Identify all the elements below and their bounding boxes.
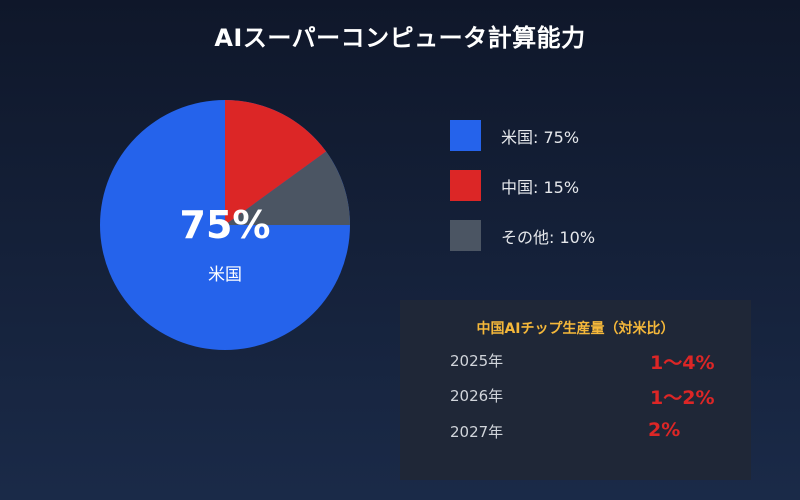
panel-row: 2027年 2%	[450, 419, 750, 443]
legend-swatch-other	[450, 220, 481, 251]
panel-year: 2025年	[450, 352, 504, 370]
legend-label: 米国: 75%	[501, 127, 580, 147]
panel-value: 1〜4%	[650, 352, 715, 374]
panel-value: 2%	[648, 419, 681, 441]
chip-production-panel: 中国AIチップ生産量（対米比） 2025年 1〜4% 2026年 1〜2% 20…	[400, 300, 751, 480]
panel-title: 中国AIチップ生産量（対米比）	[476, 321, 675, 337]
panel-value: 1〜2%	[650, 387, 715, 409]
pie-svg	[100, 100, 350, 350]
pie-slice-other	[225, 151, 350, 225]
chart-title: AIスーパーコンピュータ計算能力	[214, 24, 586, 52]
pie-slice-china	[225, 100, 327, 225]
legend-label: 中国: 15%	[501, 177, 580, 197]
pie-center-value: 75%	[179, 203, 271, 247]
pie-chart: 75% 米国	[100, 100, 350, 350]
legend-item-us: 米国: 75%	[450, 120, 595, 151]
panel-row: 2025年 1〜4%	[450, 348, 750, 374]
panel-year: 2026年	[450, 387, 504, 405]
legend-label: その他: 10%	[501, 227, 596, 247]
legend-swatch-china	[450, 170, 481, 201]
legend-item-other: その他: 10%	[450, 220, 595, 251]
legend: 米国: 75% 中国: 15% その他: 10%	[450, 120, 595, 270]
panel-year: 2027年	[450, 423, 504, 441]
panel-row: 2026年 1〜2%	[450, 383, 750, 409]
pie-center-label: 米国	[208, 265, 242, 285]
legend-swatch-us	[450, 120, 481, 151]
legend-item-china: 中国: 15%	[450, 170, 595, 201]
